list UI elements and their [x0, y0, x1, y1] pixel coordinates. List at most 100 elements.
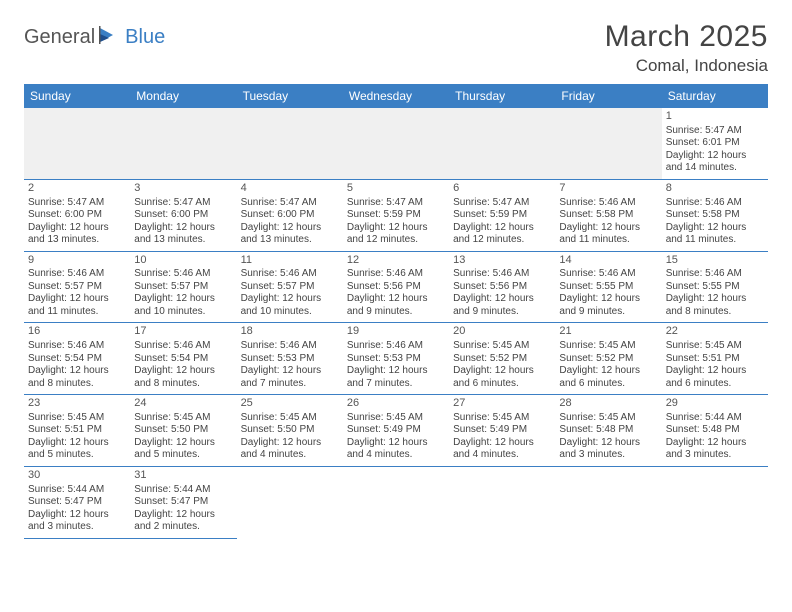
day-sunrise: Sunrise: 5:45 AM [134, 412, 232, 425]
logo: General Blue [24, 20, 165, 49]
day-sunset: Sunset: 5:57 PM [28, 281, 126, 294]
calendar-row: 23Sunrise: 5:45 AMSunset: 5:51 PMDayligh… [24, 395, 768, 467]
day-number: 29 [666, 397, 764, 411]
calendar-cell: 11Sunrise: 5:46 AMSunset: 5:57 PMDayligh… [237, 251, 343, 323]
calendar-cell: 21Sunrise: 5:45 AMSunset: 5:52 PMDayligh… [555, 323, 661, 395]
day-sunrise: Sunrise: 5:46 AM [241, 340, 339, 353]
day-sunset: Sunset: 5:55 PM [559, 281, 657, 294]
calendar-body: 1Sunrise: 5:47 AMSunset: 6:01 PMDaylight… [24, 108, 768, 538]
day-sunrise: Sunrise: 5:47 AM [241, 197, 339, 210]
day-sunset: Sunset: 5:47 PM [28, 496, 126, 509]
day-sunset: Sunset: 5:52 PM [453, 353, 551, 366]
calendar-cell: 23Sunrise: 5:45 AMSunset: 5:51 PMDayligh… [24, 395, 130, 467]
day-sunset: Sunset: 6:00 PM [28, 209, 126, 222]
calendar-row: 16Sunrise: 5:46 AMSunset: 5:54 PMDayligh… [24, 323, 768, 395]
day-number: 13 [453, 254, 551, 268]
calendar-cell: 22Sunrise: 5:45 AMSunset: 5:51 PMDayligh… [662, 323, 768, 395]
calendar-cell: 7Sunrise: 5:46 AMSunset: 5:58 PMDaylight… [555, 179, 661, 251]
day-number: 20 [453, 325, 551, 339]
day-daylight: Daylight: 12 hours and 7 minutes. [347, 365, 445, 390]
calendar-row: 9Sunrise: 5:46 AMSunset: 5:57 PMDaylight… [24, 251, 768, 323]
day-sunrise: Sunrise: 5:45 AM [347, 412, 445, 425]
day-number: 11 [241, 254, 339, 268]
day-sunset: Sunset: 5:50 PM [241, 424, 339, 437]
day-daylight: Daylight: 12 hours and 7 minutes. [241, 365, 339, 390]
flag-icon [99, 26, 121, 49]
day-daylight: Daylight: 12 hours and 13 minutes. [241, 222, 339, 247]
calendar-cell: 30Sunrise: 5:44 AMSunset: 5:47 PMDayligh… [24, 466, 130, 538]
day-number: 8 [666, 182, 764, 196]
day-sunrise: Sunrise: 5:46 AM [28, 268, 126, 281]
day-sunset: Sunset: 5:58 PM [666, 209, 764, 222]
day-sunrise: Sunrise: 5:45 AM [559, 340, 657, 353]
day-sunset: Sunset: 5:50 PM [134, 424, 232, 437]
day-daylight: Daylight: 12 hours and 3 minutes. [559, 437, 657, 462]
day-sunrise: Sunrise: 5:46 AM [134, 340, 232, 353]
day-sunset: Sunset: 5:58 PM [559, 209, 657, 222]
weekday-header: Wednesday [343, 84, 449, 108]
calendar-cell: 2Sunrise: 5:47 AMSunset: 6:00 PMDaylight… [24, 179, 130, 251]
calendar-cell: 10Sunrise: 5:46 AMSunset: 5:57 PMDayligh… [130, 251, 236, 323]
day-number: 5 [347, 182, 445, 196]
calendar-cell: 12Sunrise: 5:46 AMSunset: 5:56 PMDayligh… [343, 251, 449, 323]
day-number: 28 [559, 397, 657, 411]
day-sunrise: Sunrise: 5:46 AM [134, 268, 232, 281]
day-number: 14 [559, 254, 657, 268]
calendar-cell: 9Sunrise: 5:46 AMSunset: 5:57 PMDaylight… [24, 251, 130, 323]
day-daylight: Daylight: 12 hours and 2 minutes. [134, 509, 232, 534]
calendar-cell: 1Sunrise: 5:47 AMSunset: 6:01 PMDaylight… [662, 108, 768, 179]
day-daylight: Daylight: 12 hours and 5 minutes. [28, 437, 126, 462]
day-sunset: Sunset: 5:54 PM [28, 353, 126, 366]
day-sunset: Sunset: 5:53 PM [347, 353, 445, 366]
day-number: 21 [559, 325, 657, 339]
calendar-cell: 14Sunrise: 5:46 AMSunset: 5:55 PMDayligh… [555, 251, 661, 323]
day-daylight: Daylight: 12 hours and 6 minutes. [666, 365, 764, 390]
calendar-cell: 6Sunrise: 5:47 AMSunset: 5:59 PMDaylight… [449, 179, 555, 251]
calendar-cell [555, 108, 661, 179]
day-daylight: Daylight: 12 hours and 3 minutes. [28, 509, 126, 534]
day-number: 24 [134, 397, 232, 411]
day-daylight: Daylight: 12 hours and 9 minutes. [559, 293, 657, 318]
calendar-cell [237, 108, 343, 179]
calendar-cell [449, 466, 555, 538]
logo-text-blue: Blue [125, 26, 165, 49]
calendar-page: General Blue March 2025 Comal, Indonesia… [0, 0, 792, 539]
calendar-cell: 13Sunrise: 5:46 AMSunset: 5:56 PMDayligh… [449, 251, 555, 323]
day-sunset: Sunset: 6:00 PM [241, 209, 339, 222]
day-sunrise: Sunrise: 5:44 AM [28, 484, 126, 497]
calendar-cell: 26Sunrise: 5:45 AMSunset: 5:49 PMDayligh… [343, 395, 449, 467]
day-sunset: Sunset: 5:49 PM [347, 424, 445, 437]
title-block: March 2025 Comal, Indonesia [605, 20, 768, 76]
day-sunset: Sunset: 6:00 PM [134, 209, 232, 222]
day-daylight: Daylight: 12 hours and 8 minutes. [28, 365, 126, 390]
day-number: 15 [666, 254, 764, 268]
day-sunrise: Sunrise: 5:46 AM [453, 268, 551, 281]
calendar-table: SundayMondayTuesdayWednesdayThursdayFrid… [24, 84, 768, 539]
calendar-cell: 16Sunrise: 5:46 AMSunset: 5:54 PMDayligh… [24, 323, 130, 395]
day-number: 6 [453, 182, 551, 196]
day-sunset: Sunset: 5:48 PM [559, 424, 657, 437]
day-sunset: Sunset: 5:53 PM [241, 353, 339, 366]
day-sunset: Sunset: 5:56 PM [453, 281, 551, 294]
day-daylight: Daylight: 12 hours and 10 minutes. [241, 293, 339, 318]
day-sunrise: Sunrise: 5:45 AM [453, 412, 551, 425]
day-daylight: Daylight: 12 hours and 14 minutes. [666, 150, 764, 175]
calendar-cell [130, 108, 236, 179]
day-sunrise: Sunrise: 5:46 AM [347, 340, 445, 353]
calendar-cell: 18Sunrise: 5:46 AMSunset: 5:53 PMDayligh… [237, 323, 343, 395]
page-title: March 2025 [605, 20, 768, 54]
weekday-header: Thursday [449, 84, 555, 108]
day-sunrise: Sunrise: 5:45 AM [28, 412, 126, 425]
day-sunset: Sunset: 5:48 PM [666, 424, 764, 437]
day-sunset: Sunset: 5:51 PM [666, 353, 764, 366]
day-sunrise: Sunrise: 5:46 AM [241, 268, 339, 281]
day-daylight: Daylight: 12 hours and 13 minutes. [134, 222, 232, 247]
calendar-cell: 29Sunrise: 5:44 AMSunset: 5:48 PMDayligh… [662, 395, 768, 467]
calendar-head: SundayMondayTuesdayWednesdayThursdayFrid… [24, 84, 768, 108]
day-sunset: Sunset: 5:56 PM [347, 281, 445, 294]
day-sunrise: Sunrise: 5:45 AM [666, 340, 764, 353]
day-daylight: Daylight: 12 hours and 11 minutes. [666, 222, 764, 247]
calendar-cell: 4Sunrise: 5:47 AMSunset: 6:00 PMDaylight… [237, 179, 343, 251]
calendar-cell: 19Sunrise: 5:46 AMSunset: 5:53 PMDayligh… [343, 323, 449, 395]
day-sunrise: Sunrise: 5:46 AM [28, 340, 126, 353]
